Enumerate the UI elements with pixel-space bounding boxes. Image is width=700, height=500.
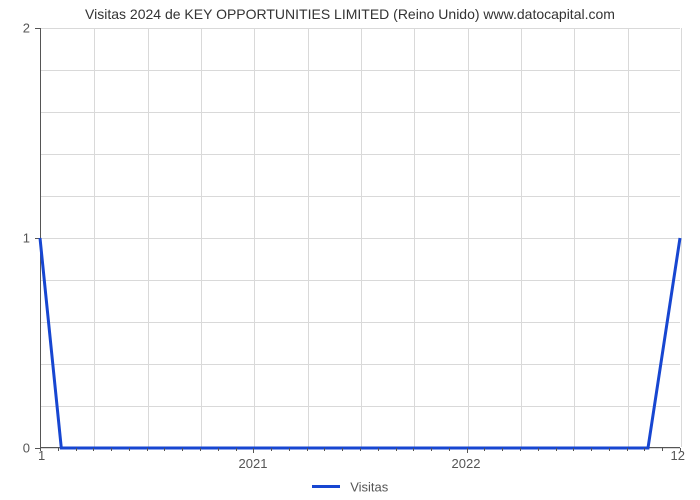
x-tick-minor: [538, 448, 539, 451]
x-tick-minor: [218, 448, 219, 451]
x-tick-minor: [609, 448, 610, 451]
x-tick-minor: [502, 448, 503, 451]
grid-line-v: [681, 28, 682, 447]
y-tick-label: 2: [0, 21, 30, 36]
x-series-high-label: 12: [671, 448, 685, 463]
series-line: [40, 238, 680, 448]
x-tick-minor: [413, 448, 414, 451]
x-tick-minor: [431, 448, 432, 451]
x-tick-label: 2021: [239, 456, 268, 471]
legend-label: Visitas: [350, 479, 388, 494]
x-tick-minor: [129, 448, 130, 451]
x-tick-minor: [58, 448, 59, 451]
x-tick-minor: [76, 448, 77, 451]
x-tick-minor: [573, 448, 574, 451]
x-tick-minor: [147, 448, 148, 451]
x-tick-label: 2022: [452, 456, 481, 471]
x-series-low-label: 1: [38, 448, 45, 463]
x-tick-minor: [307, 448, 308, 451]
y-tick-label: 1: [0, 231, 30, 246]
x-tick-minor: [360, 448, 361, 451]
x-tick-minor: [289, 448, 290, 451]
x-tick-minor: [342, 448, 343, 451]
x-tick-major: [467, 448, 468, 453]
x-tick-minor: [378, 448, 379, 451]
x-tick-minor: [449, 448, 450, 451]
y-tick-label: 0: [0, 441, 30, 456]
x-tick-minor: [324, 448, 325, 451]
x-tick-minor: [236, 448, 237, 451]
x-tick-minor: [200, 448, 201, 451]
x-tick-minor: [396, 448, 397, 451]
x-tick-minor: [484, 448, 485, 451]
chart-container: Visitas 2024 de KEY OPPORTUNITIES LIMITE…: [0, 0, 700, 500]
x-tick-minor: [182, 448, 183, 451]
x-tick-minor: [556, 448, 557, 451]
x-tick-minor: [627, 448, 628, 451]
x-tick-minor: [662, 448, 663, 451]
line-layer: [40, 28, 680, 448]
legend: Visitas: [0, 478, 700, 496]
x-tick-major: [253, 448, 254, 453]
legend-swatch: [312, 485, 340, 488]
x-tick-minor: [164, 448, 165, 451]
x-tick-minor: [520, 448, 521, 451]
x-tick-minor: [93, 448, 94, 451]
x-tick-minor: [644, 448, 645, 451]
chart-title: Visitas 2024 de KEY OPPORTUNITIES LIMITE…: [0, 6, 700, 22]
x-tick-minor: [591, 448, 592, 451]
x-tick-minor: [111, 448, 112, 451]
x-tick-minor: [271, 448, 272, 451]
